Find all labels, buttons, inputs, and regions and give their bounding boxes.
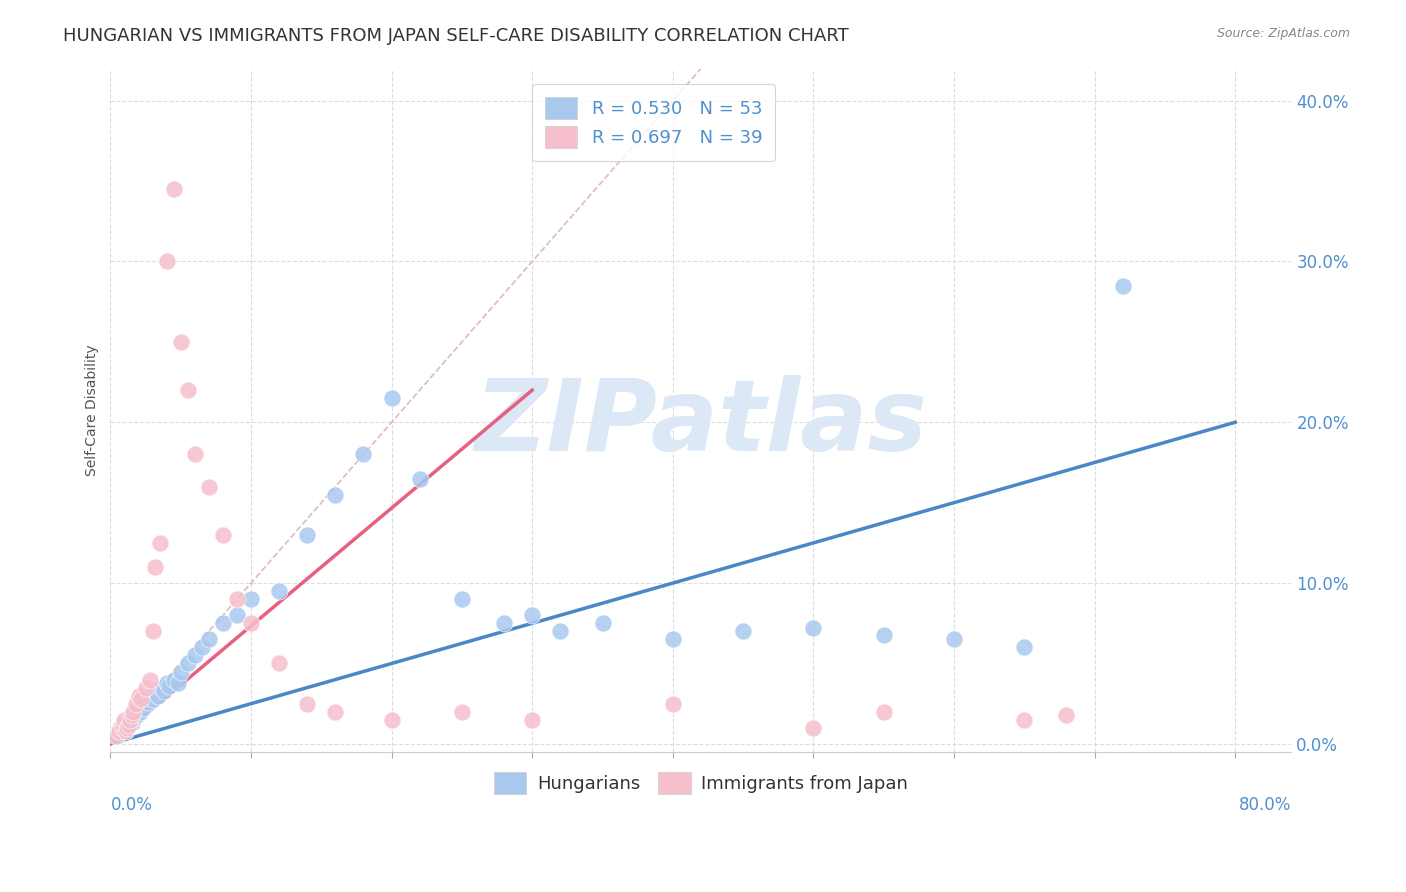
- Point: [184, 447, 207, 461]
- Point: [111, 724, 134, 739]
- Point: [122, 705, 145, 719]
- Point: [167, 675, 190, 690]
- Point: [177, 383, 200, 397]
- Point: [111, 721, 134, 735]
- Point: [873, 627, 896, 641]
- Point: [297, 528, 319, 542]
- Point: [125, 705, 148, 719]
- Point: [142, 624, 165, 639]
- Point: [163, 182, 186, 196]
- Point: [451, 705, 474, 719]
- Point: [139, 689, 162, 703]
- Point: [149, 536, 172, 550]
- Point: [118, 713, 141, 727]
- Point: [112, 717, 135, 731]
- Text: 80.0%: 80.0%: [1239, 797, 1292, 814]
- Point: [121, 716, 143, 731]
- Point: [135, 691, 157, 706]
- Text: Source: ZipAtlas.com: Source: ZipAtlas.com: [1216, 27, 1350, 40]
- Point: [1014, 640, 1036, 655]
- Point: [145, 685, 167, 699]
- Point: [381, 713, 404, 727]
- Point: [114, 717, 136, 731]
- Point: [1014, 713, 1036, 727]
- Point: [381, 391, 404, 405]
- Point: [212, 528, 235, 542]
- Point: [115, 724, 138, 739]
- Point: [128, 701, 150, 715]
- Point: [153, 683, 176, 698]
- Point: [269, 584, 291, 599]
- Point: [662, 632, 685, 647]
- Point: [198, 632, 221, 647]
- Point: [148, 689, 170, 703]
- Point: [451, 592, 474, 607]
- Point: [107, 729, 129, 743]
- Point: [733, 624, 755, 639]
- Point: [131, 691, 153, 706]
- Point: [240, 616, 263, 631]
- Point: [135, 681, 157, 695]
- Point: [191, 640, 214, 655]
- Point: [226, 592, 249, 607]
- Point: [132, 701, 155, 715]
- Point: [114, 713, 136, 727]
- Point: [108, 724, 131, 739]
- Point: [943, 632, 966, 647]
- Text: 0.0%: 0.0%: [111, 797, 152, 814]
- Point: [1056, 707, 1078, 722]
- Point: [159, 679, 181, 693]
- Point: [142, 691, 165, 706]
- Point: [325, 705, 347, 719]
- Point: [353, 447, 375, 461]
- Point: [124, 711, 146, 725]
- Point: [212, 616, 235, 631]
- Text: HUNGARIAN VS IMMIGRANTS FROM JAPAN SELF-CARE DISABILITY CORRELATION CHART: HUNGARIAN VS IMMIGRANTS FROM JAPAN SELF-…: [63, 27, 849, 45]
- Point: [105, 729, 128, 743]
- Point: [145, 560, 167, 574]
- Point: [125, 697, 148, 711]
- Point: [269, 657, 291, 671]
- Point: [163, 673, 186, 687]
- Point: [592, 616, 614, 631]
- Point: [803, 621, 825, 635]
- Point: [409, 471, 432, 485]
- Point: [662, 697, 685, 711]
- Point: [177, 657, 200, 671]
- Point: [170, 334, 193, 349]
- Point: [184, 648, 207, 663]
- Point: [127, 707, 149, 722]
- Point: [110, 721, 132, 735]
- Point: [494, 616, 516, 631]
- Point: [117, 721, 139, 735]
- Point: [150, 681, 173, 695]
- Point: [1112, 278, 1135, 293]
- Point: [118, 717, 141, 731]
- Point: [139, 673, 162, 687]
- Point: [122, 707, 145, 722]
- Point: [873, 705, 896, 719]
- Point: [522, 608, 544, 623]
- Point: [198, 480, 221, 494]
- Point: [550, 624, 572, 639]
- Point: [522, 713, 544, 727]
- Point: [156, 675, 179, 690]
- Legend: Hungarians, Immigrants from Japan: Hungarians, Immigrants from Japan: [486, 764, 915, 801]
- Point: [240, 592, 263, 607]
- Point: [226, 608, 249, 623]
- Point: [138, 695, 160, 709]
- Point: [121, 707, 143, 722]
- Point: [120, 713, 142, 727]
- Point: [131, 697, 153, 711]
- Point: [297, 697, 319, 711]
- Point: [803, 721, 825, 735]
- Point: [129, 705, 152, 719]
- Point: [170, 665, 193, 679]
- Text: ZIPatlas: ZIPatlas: [474, 376, 928, 473]
- Point: [325, 488, 347, 502]
- Point: [128, 689, 150, 703]
- Y-axis label: Self-Care Disability: Self-Care Disability: [86, 344, 100, 476]
- Point: [117, 721, 139, 735]
- Point: [156, 254, 179, 268]
